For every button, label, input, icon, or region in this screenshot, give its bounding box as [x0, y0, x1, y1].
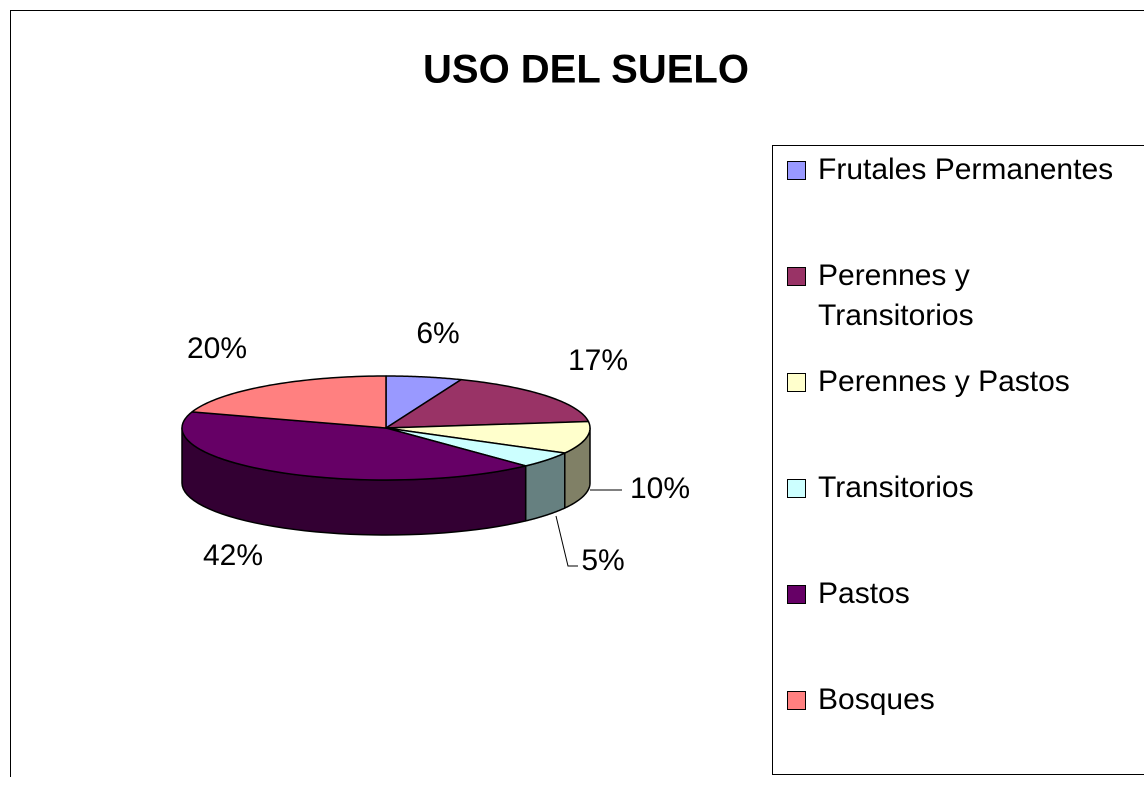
- legend-swatch: [787, 585, 806, 604]
- legend-label: Bosques: [818, 680, 1128, 720]
- legend-swatch: [787, 373, 806, 392]
- legend-swatch: [787, 267, 806, 286]
- data-label: 10%: [630, 472, 690, 505]
- data-label: 6%: [416, 317, 459, 350]
- legend-item: Transitorios: [787, 468, 1128, 574]
- legend-label: Perennes y Transitorios: [818, 256, 1128, 336]
- chart-title: USO DEL SUELO: [423, 48, 749, 92]
- data-label: 42%: [203, 539, 263, 572]
- legend-label: Perennes y Pastos: [818, 362, 1128, 402]
- legend-swatch: [787, 479, 806, 498]
- data-label: 5%: [581, 544, 624, 577]
- legend-label: Frutales Permanentes: [818, 150, 1128, 190]
- legend-swatch: [787, 691, 806, 710]
- legend-label: Transitorios: [818, 468, 1128, 508]
- pie-tops: [182, 376, 590, 480]
- legend-item: Pastos: [787, 574, 1128, 680]
- legend-item: Perennes y Transitorios: [787, 256, 1128, 362]
- legend-item: Perennes y Pastos: [787, 362, 1128, 468]
- legend-swatch: [787, 161, 806, 180]
- legend-label: Pastos: [818, 574, 1128, 614]
- data-label: 17%: [568, 344, 628, 377]
- legend-item: Frutales Permanentes: [787, 150, 1128, 256]
- legend: Frutales Permanentes Perennes y Transitor…: [772, 145, 1144, 775]
- legend-item: Bosques: [787, 680, 1128, 786]
- data-label: 20%: [187, 332, 247, 365]
